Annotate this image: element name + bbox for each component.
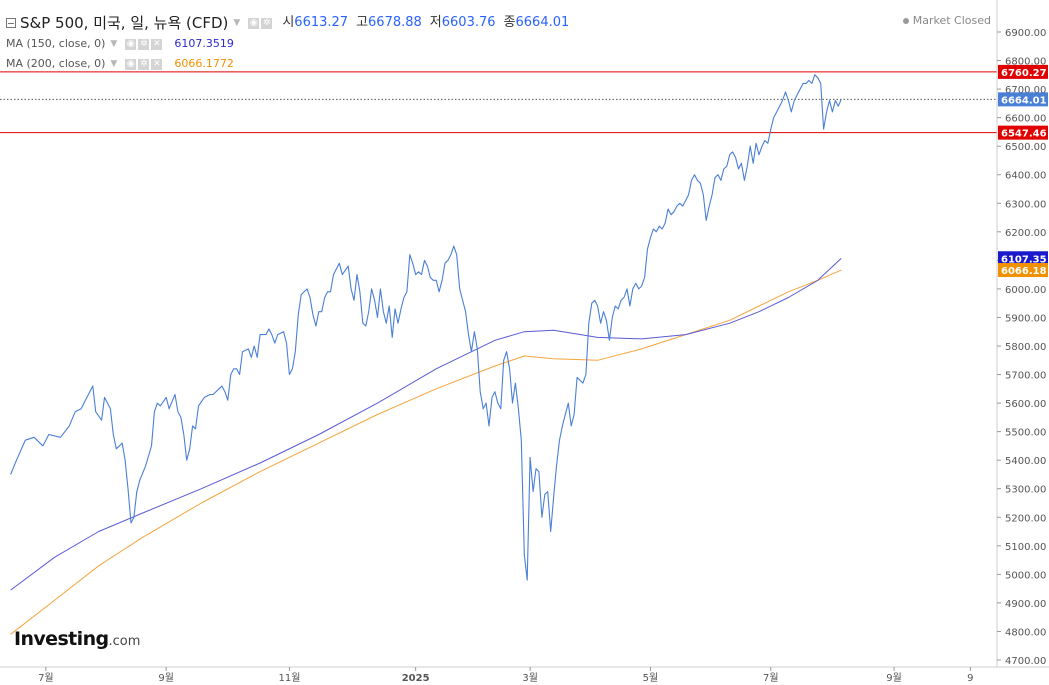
price-tag [998,64,1048,79]
symbol-title[interactable]: S&P 500, 미국, 일, 뉴욕 (CFD) [20,14,229,32]
ma150-series-line [10,258,842,591]
open-value: 6613.27 [294,15,349,30]
ma200-label[interactable]: MA (200, close, 0) [6,57,106,70]
x-axis[interactable]: 7월 9월 11월 2025 3월 5월 7월 9월 9 [38,667,974,684]
price-tag [998,92,1048,107]
status-dot-icon [902,18,909,24]
eye-icon[interactable]: ◉ [125,58,137,70]
price-series-line [10,74,842,581]
y-tick-label: 5500.00 [1005,428,1046,439]
gear-icon[interactable]: ✲ [138,58,150,70]
logo-suffix-text: .com [108,634,141,649]
price-tag-label: 6547.46 [1001,129,1047,140]
y-tick-label: 4900.00 [1005,599,1046,610]
y-tick-label: 6600.00 [1005,114,1046,125]
market-status: Market Closed [902,14,991,27]
low-label: 저 [429,15,442,30]
ma200-series-line [10,269,842,635]
high-value: 6678.88 [368,15,422,30]
price-tag-label: 6760.27 [1001,68,1047,79]
x-tick-label: 11월 [278,672,300,684]
x-tick-label: 5월 [643,672,659,684]
y-tick-label: 6300.00 [1005,199,1046,210]
y-tick-label: 5900.00 [1005,313,1046,324]
chart-legend: S&P 500, 미국, 일, 뉴욕 (CFD) ▼ ◉ ✲ 시 6613.27 고… [6,12,569,74]
x-tick-label: 9월 [158,672,174,684]
ma200-value: 6066.1772 [174,57,234,70]
logo-main-text: Investing [14,628,109,650]
y-tick-label: 6200.00 [1005,228,1046,239]
price-tag [998,251,1048,266]
y-tick-label: 5700.00 [1005,371,1046,382]
collapse-icon[interactable] [6,18,16,28]
close-value: 6664.01 [515,15,570,30]
price-tag-label: 6107.35 [1001,254,1047,265]
y-tick-label: 5600.00 [1005,399,1046,410]
y-axis[interactable]: 4700.00 4800.00 4900.00 5000.00 5100.00 5200.… [997,28,1046,667]
symbol-row: S&P 500, 미국, 일, 뉴욕 (CFD) ▼ ◉ ✲ 시 6613.27 고… [6,12,569,34]
y-tick-label: 5300.00 [1005,485,1046,496]
y-tick-label: 5100.00 [1005,542,1046,553]
price-tag [998,125,1048,140]
close-label: 종 [503,15,516,30]
chevron-down-icon[interactable]: ▼ [110,39,118,49]
gear-icon[interactable]: ✲ [261,17,273,29]
y-tick-label: 4700.00 [1005,656,1046,667]
y-tick-label: 5800.00 [1005,342,1046,353]
y-tick-label: 5200.00 [1005,513,1046,524]
ma150-value: 6107.3519 [174,37,234,50]
gear-icon[interactable]: ✲ [138,38,150,50]
x-tick-label: 7월 [38,672,54,684]
x-tick-label: 9월 [886,672,902,684]
y-tick-label: 6700.00 [1005,85,1046,96]
price-tag-label: 6066.18 [1001,266,1047,277]
eye-icon[interactable]: ◉ [248,17,260,29]
low-value: 6603.76 [441,15,496,30]
close-icon[interactable]: ✕ [151,58,163,70]
y-tick-label: 6800.00 [1005,57,1046,68]
ma200-row: MA (200, close, 0) ▼ ◉ ✲ ✕ 6066.1772 [6,54,569,74]
price-tag-label: 6664.01 [1001,95,1047,106]
eye-icon[interactable]: ◉ [125,38,137,50]
y-tick-label: 6900.00 [1005,28,1046,39]
y-tick-label: 6000.00 [1005,285,1046,296]
high-label: 고 [356,15,369,30]
market-status-text: Market Closed [912,14,991,27]
y-tick-label: 6500.00 [1005,142,1046,153]
ma150-label[interactable]: MA (150, close, 0) [6,37,106,50]
close-icon[interactable]: ✕ [151,38,163,50]
chevron-down-icon[interactable]: ▼ [110,59,118,69]
x-tick-label: 3월 [522,672,538,684]
ma150-row: MA (150, close, 0) ▼ ◉ ✲ ✕ 6107.3519 [6,34,569,54]
chevron-down-icon[interactable]: ▼ [233,18,241,28]
x-tick-label: 2025 [402,673,430,684]
y-tick-label: 5400.00 [1005,456,1046,467]
y-tick-label: 6400.00 [1005,171,1046,182]
investing-logo: Investing.com [14,628,140,650]
price-tag [998,263,1048,278]
y-tick-label: 4800.00 [1005,627,1046,638]
x-tick-label: 7월 [763,672,779,684]
open-label: 시 [282,15,295,30]
y-tick-label: 5000.00 [1005,570,1046,581]
x-tick-label: 9 [967,673,973,684]
plot-area[interactable] [0,71,997,635]
